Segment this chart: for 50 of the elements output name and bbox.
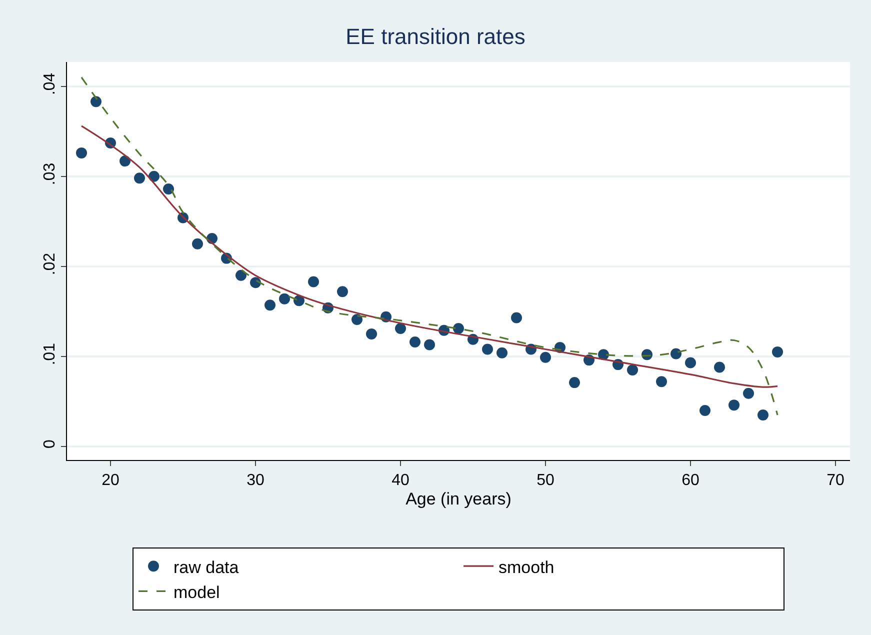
x-axis-title: Age (in years) (406, 490, 512, 509)
line-series (80, 125, 778, 388)
point (482, 344, 493, 355)
point (511, 312, 522, 324)
point (264, 300, 276, 311)
point (192, 238, 203, 250)
point (700, 404, 710, 416)
point (728, 400, 740, 411)
point (163, 183, 174, 194)
legend-label: smooth (498, 558, 554, 577)
point (352, 314, 362, 326)
point (134, 172, 145, 184)
x-tick-label: 70 (826, 472, 844, 490)
point (337, 286, 348, 298)
point (410, 336, 420, 348)
point (250, 277, 261, 288)
y-tick-label: .03 (42, 162, 59, 186)
point (772, 346, 783, 358)
x-tick-label: 50 (536, 472, 554, 490)
point (453, 323, 464, 334)
point (308, 276, 319, 288)
point (366, 328, 377, 340)
y-tick-label: 0 (42, 440, 59, 449)
x-tick-label: 60 (682, 472, 700, 490)
y-tick-label: .02 (42, 252, 59, 276)
y-tick-label: .04 (42, 72, 59, 96)
point (670, 348, 682, 360)
x-tick-label: 30 (246, 472, 264, 490)
point (569, 377, 580, 388)
x-tick-label: 40 (392, 472, 410, 490)
line-series (80, 76, 778, 416)
y-tick-label: .01 (42, 342, 59, 366)
x-tick-label: 20 (102, 472, 120, 490)
legend-label: model (174, 582, 220, 602)
point (685, 357, 696, 368)
point (540, 352, 551, 363)
point (656, 376, 667, 388)
legend-label: raw data (174, 558, 240, 577)
point (743, 388, 754, 399)
point (395, 323, 406, 334)
point (424, 339, 435, 350)
chart-title: EE transition rates (346, 24, 526, 49)
point (279, 293, 290, 304)
point (76, 147, 87, 158)
point (758, 409, 768, 420)
point (627, 364, 638, 376)
point (236, 270, 246, 281)
point (90, 96, 102, 108)
point (496, 347, 508, 358)
point (714, 362, 725, 373)
